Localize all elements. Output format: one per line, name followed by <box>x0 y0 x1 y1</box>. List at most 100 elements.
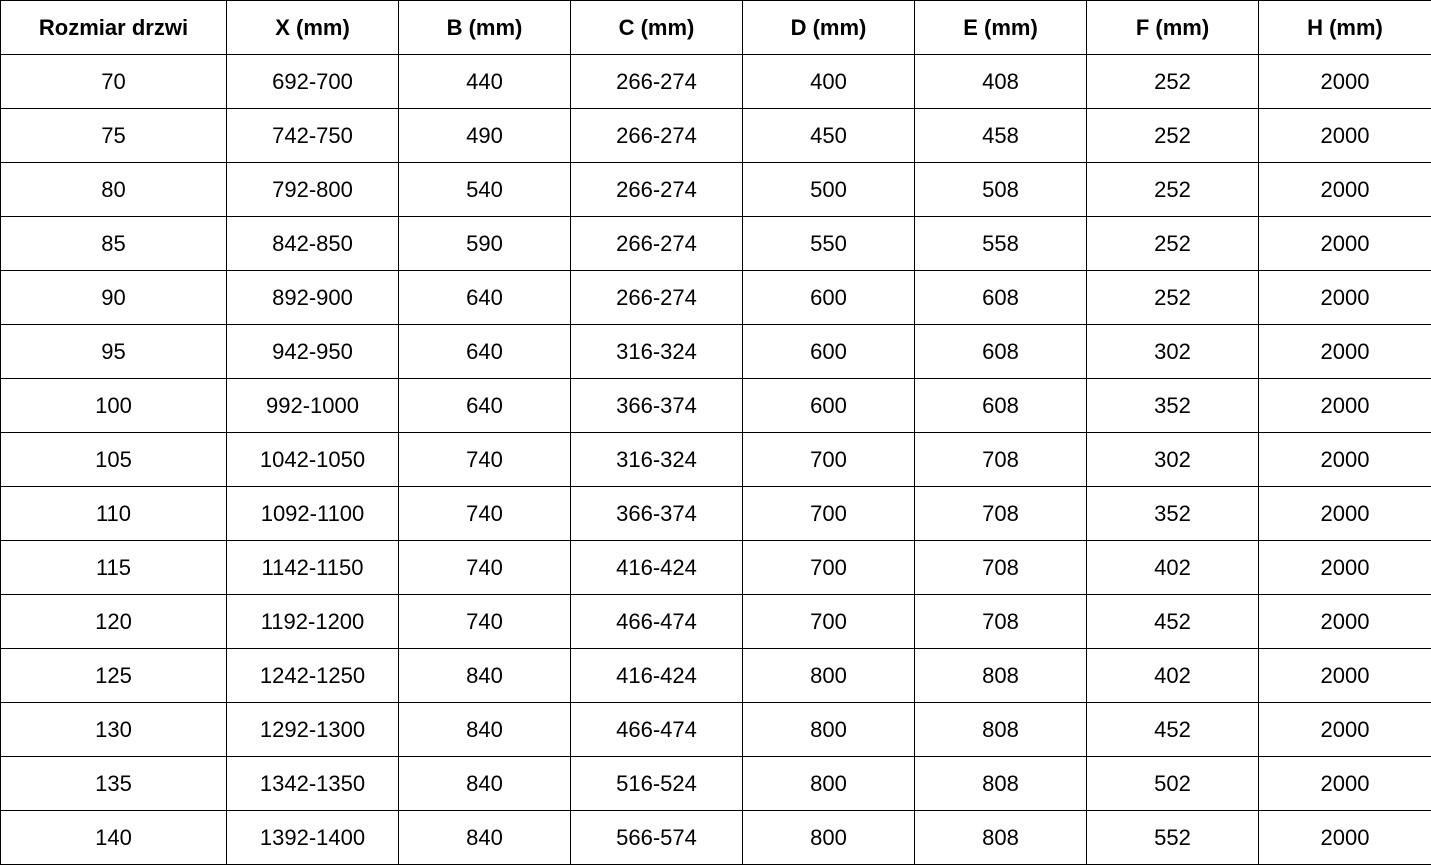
table-cell: 466-474 <box>570 594 743 649</box>
table-body: 70 692-700 440 266-274 400 408 252 2000 75 742-75… <box>0 54 1431 865</box>
table-cell: 2000 <box>1258 648 1431 703</box>
table-cell: 110 <box>0 486 227 541</box>
table-cell: 2000 <box>1258 594 1431 649</box>
table-cell: 840 <box>398 810 571 865</box>
table-cell: 800 <box>742 810 915 865</box>
table-cell: 1092-1100 <box>226 486 399 541</box>
table-cell: 2000 <box>1258 432 1431 487</box>
table-cell: 708 <box>914 594 1087 649</box>
table-cell: 2000 <box>1258 54 1431 109</box>
column-header: X (mm) <box>226 0 399 55</box>
table-row: 100 992-1000 640 366-374 600 608 352 2000 <box>0 378 1431 433</box>
table-cell: 2000 <box>1258 810 1431 865</box>
table-cell: 130 <box>0 702 227 757</box>
table-cell: 840 <box>398 648 571 703</box>
table-cell: 316-324 <box>570 324 743 379</box>
table-cell: 742-750 <box>226 108 399 163</box>
table-cell: 640 <box>398 270 571 325</box>
table-cell: 608 <box>914 324 1087 379</box>
table-cell: 352 <box>1086 486 1259 541</box>
table-row: 120 1192-1200 740 466-474 700 708 452 2000 <box>0 594 1431 649</box>
table-cell: 708 <box>914 540 1087 595</box>
table-cell: 640 <box>398 378 571 433</box>
table-cell: 252 <box>1086 54 1259 109</box>
table-cell: 266-274 <box>570 270 743 325</box>
table-cell: 366-374 <box>570 486 743 541</box>
table-cell: 1242-1250 <box>226 648 399 703</box>
table-row: 105 1042-1050 740 316-324 700 708 302 2000 <box>0 432 1431 487</box>
table-cell: 808 <box>914 756 1087 811</box>
table-cell: 105 <box>0 432 227 487</box>
table-cell: 125 <box>0 648 227 703</box>
header-row: Rozmiar drzwi X (mm) B (mm) C (mm) D (mm) E (… <box>0 0 1431 55</box>
table-cell: 416-424 <box>570 540 743 595</box>
column-header: Rozmiar drzwi <box>0 0 227 55</box>
column-header: C (mm) <box>570 0 743 55</box>
table-cell: 640 <box>398 324 571 379</box>
table-row: 70 692-700 440 266-274 400 408 252 2000 <box>0 54 1431 109</box>
table-cell: 452 <box>1086 702 1259 757</box>
table-cell: 800 <box>742 756 915 811</box>
table-row: 95 942-950 640 316-324 600 608 302 2000 <box>0 324 1431 379</box>
table-row: 75 742-750 490 266-274 450 458 252 2000 <box>0 108 1431 163</box>
table-row: 130 1292-1300 840 466-474 800 808 452 2000 <box>0 702 1431 757</box>
table-cell: 458 <box>914 108 1087 163</box>
table-cell: 450 <box>742 108 915 163</box>
table-cell: 550 <box>742 216 915 271</box>
table-cell: 540 <box>398 162 571 217</box>
table-cell: 2000 <box>1258 108 1431 163</box>
table-cell: 120 <box>0 594 227 649</box>
table-cell: 490 <box>398 108 571 163</box>
table-cell: 700 <box>742 486 915 541</box>
table-cell: 1042-1050 <box>226 432 399 487</box>
table-row: 125 1242-1250 840 416-424 800 808 402 2000 <box>0 648 1431 703</box>
table-cell: 2000 <box>1258 540 1431 595</box>
table-cell: 792-800 <box>226 162 399 217</box>
table-cell: 352 <box>1086 378 1259 433</box>
table-cell: 2000 <box>1258 162 1431 217</box>
table-cell: 100 <box>0 378 227 433</box>
table-cell: 316-324 <box>570 432 743 487</box>
table-cell: 252 <box>1086 108 1259 163</box>
table-cell: 90 <box>0 270 227 325</box>
table-row: 85 842-850 590 266-274 550 558 252 2000 <box>0 216 1431 271</box>
table-cell: 700 <box>742 594 915 649</box>
table-cell: 508 <box>914 162 1087 217</box>
table-cell: 2000 <box>1258 756 1431 811</box>
column-header: F (mm) <box>1086 0 1259 55</box>
table-row: 140 1392-1400 840 566-574 800 808 552 2000 <box>0 810 1431 865</box>
table-cell: 808 <box>914 702 1087 757</box>
table-cell: 408 <box>914 54 1087 109</box>
table-cell: 302 <box>1086 432 1259 487</box>
table-cell: 2000 <box>1258 216 1431 271</box>
table-cell: 85 <box>0 216 227 271</box>
table-cell: 558 <box>914 216 1087 271</box>
table-cell: 740 <box>398 594 571 649</box>
table-cell: 452 <box>1086 594 1259 649</box>
table-row: 80 792-800 540 266-274 500 508 252 2000 <box>0 162 1431 217</box>
table-cell: 708 <box>914 432 1087 487</box>
table-cell: 590 <box>398 216 571 271</box>
table-cell: 700 <box>742 540 915 595</box>
table-cell: 600 <box>742 324 915 379</box>
table-cell: 500 <box>742 162 915 217</box>
table-cell: 708 <box>914 486 1087 541</box>
table-cell: 842-850 <box>226 216 399 271</box>
table-cell: 266-274 <box>570 162 743 217</box>
table-cell: 440 <box>398 54 571 109</box>
table-cell: 266-274 <box>570 216 743 271</box>
table-cell: 75 <box>0 108 227 163</box>
table-cell: 95 <box>0 324 227 379</box>
table-cell: 252 <box>1086 270 1259 325</box>
table-row: 115 1142-1150 740 416-424 700 708 402 2000 <box>0 540 1431 595</box>
table-cell: 942-950 <box>226 324 399 379</box>
table-cell: 608 <box>914 270 1087 325</box>
table-row: 90 892-900 640 266-274 600 608 252 2000 <box>0 270 1431 325</box>
table-cell: 516-524 <box>570 756 743 811</box>
table-cell: 416-424 <box>570 648 743 703</box>
column-header: B (mm) <box>398 0 571 55</box>
table-cell: 266-274 <box>570 108 743 163</box>
table-cell: 552 <box>1086 810 1259 865</box>
table-cell: 992-1000 <box>226 378 399 433</box>
